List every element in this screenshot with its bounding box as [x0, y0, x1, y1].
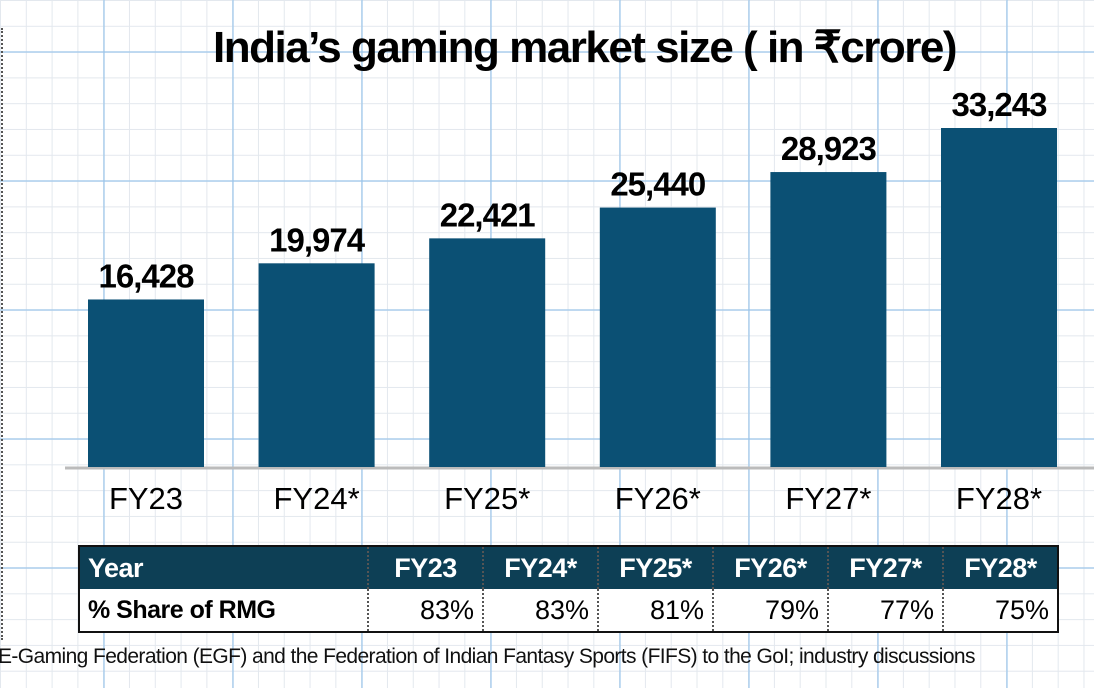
bar	[599, 207, 716, 467]
value-cell: 83%	[367, 589, 482, 631]
x-tick-label: FY24*	[274, 481, 360, 516]
data-label: 22,421	[440, 196, 536, 233]
data-label: 25,440	[610, 166, 705, 203]
value-cell: 79%	[712, 589, 827, 631]
x-tick-label: FY25*	[444, 481, 530, 516]
header-cell: FY25*	[597, 547, 712, 589]
x-tick-label: FY27*	[785, 481, 871, 516]
value-cell: 83%	[482, 589, 597, 631]
header-cell: FY23	[367, 547, 482, 589]
bar	[88, 299, 204, 467]
bar	[258, 263, 375, 467]
table-header-row: Year FY23 FY24* FY25* FY26* FY27* FY28*	[80, 547, 1057, 589]
x-tick-label: FY23	[109, 481, 183, 516]
row-label: % Share of RMG	[88, 595, 276, 624]
header-cell: FY24*	[482, 547, 597, 589]
rmg-share-table: Year FY23 FY24* FY25* FY26* FY27* FY28* …	[78, 545, 1059, 633]
bar-chart: 16,428 FY23 19,974 FY24* 22,421 FY25* 25,440 FY…	[65, 86, 1094, 516]
bar	[941, 128, 1057, 467]
value-cell: 75%	[942, 589, 1057, 631]
left-dotted-border	[1, 28, 3, 640]
header-cell: FY27*	[827, 547, 942, 589]
data-label: 33,243	[952, 86, 1048, 123]
header-cell: FY28*	[942, 547, 1057, 589]
header-cell: FY26*	[712, 547, 827, 589]
data-label: 28,923	[781, 130, 877, 167]
x-tick-label: FY28*	[956, 481, 1042, 516]
value-cell: 77%	[827, 589, 942, 631]
source-note: E-Gaming Federation (EGF) and the Federa…	[0, 645, 976, 668]
table-row: % Share of RMG 83% 83% 81% 79% 77% 75%	[80, 589, 1057, 631]
x-tick-label: FY26*	[615, 481, 701, 516]
chart-title: India’s gaming market size ( in ₹crore)	[213, 23, 957, 72]
bar	[770, 172, 887, 468]
bar	[429, 238, 546, 467]
value-cell: 81%	[597, 589, 712, 631]
data-label: 19,974	[269, 221, 366, 258]
data-label: 16,428	[99, 257, 195, 294]
header-label: Year	[88, 552, 144, 583]
